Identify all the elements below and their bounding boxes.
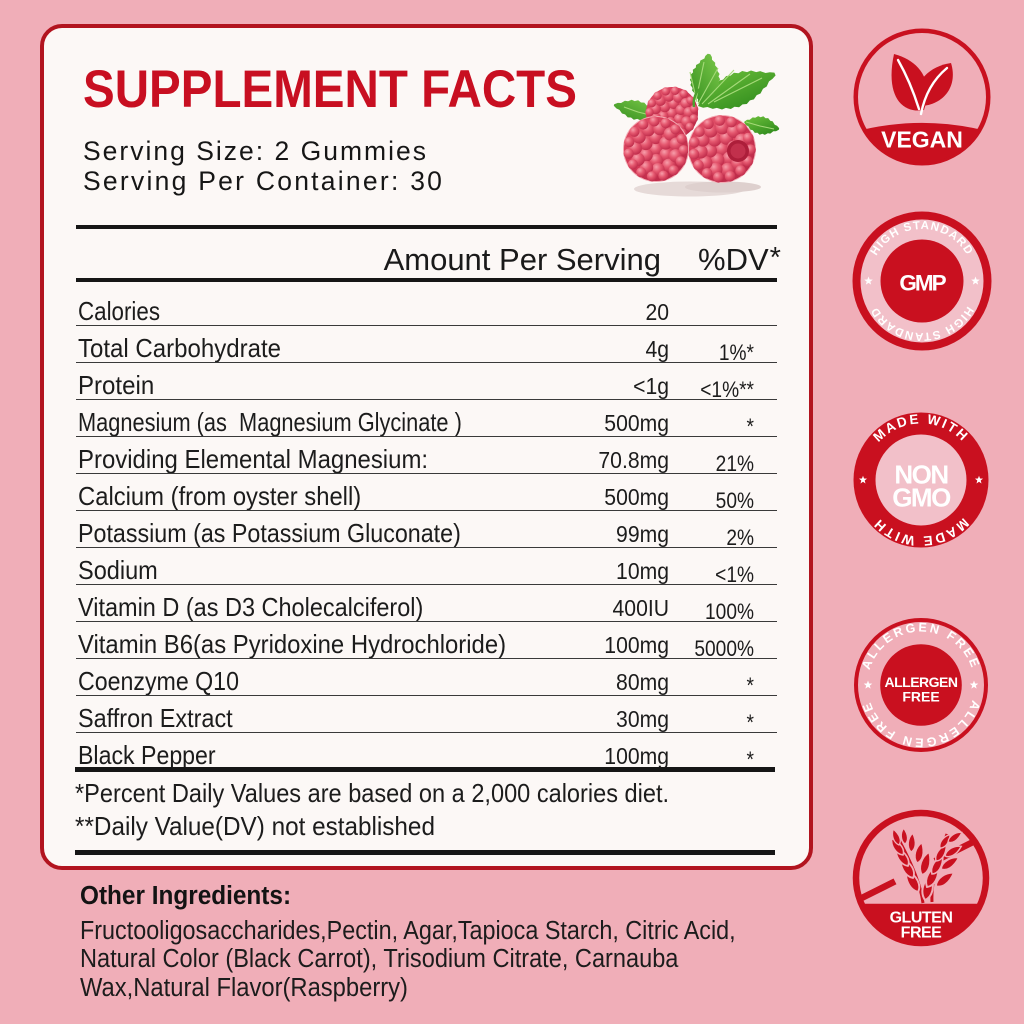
svg-text:ALLERGEN: ALLERGEN [885, 674, 958, 690]
svg-text:GMO: GMO [892, 483, 951, 513]
svg-text:GMP: GMP [899, 270, 946, 295]
svg-text:NON: NON [894, 459, 948, 489]
svg-text:FREE: FREE [902, 689, 939, 705]
svg-text:VEGAN: VEGAN [881, 126, 963, 152]
svg-text:GLUTEN: GLUTEN [889, 909, 952, 926]
svg-text:FREE: FREE [900, 924, 942, 941]
